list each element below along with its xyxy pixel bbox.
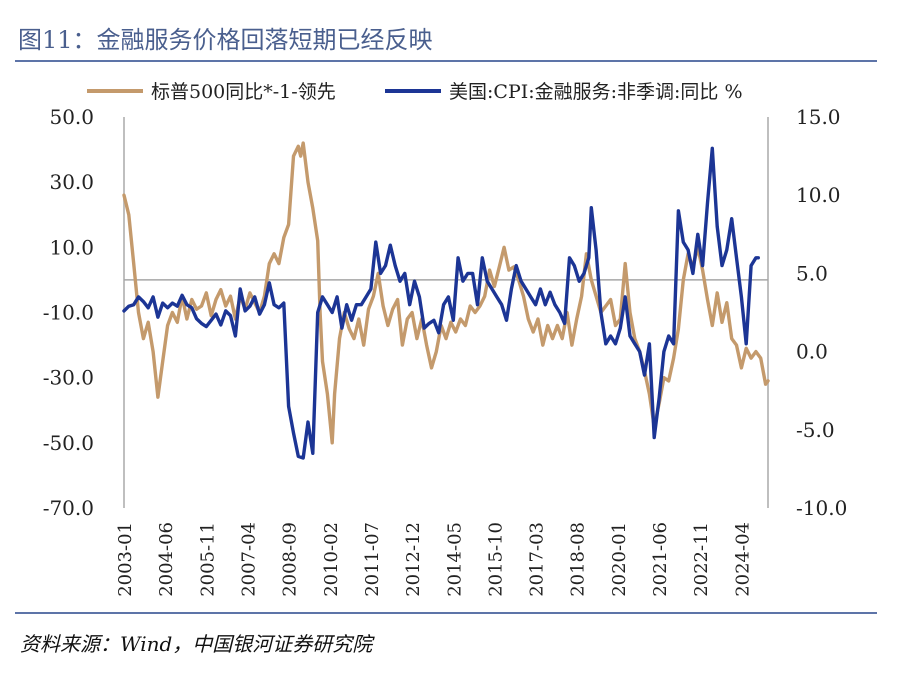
x-tick-label: 2004-06 bbox=[156, 522, 177, 597]
y-right-tick-label: -10.0 bbox=[796, 496, 847, 520]
x-tick-label: 2005-11 bbox=[197, 522, 218, 597]
y-left-tick-label: 10.0 bbox=[49, 235, 94, 259]
legend-label-cpi: 美国:CPI:金融服务:非季调:同比 % bbox=[449, 81, 743, 103]
line-chart: 标普500同比*-1-领先 美国:CPI:金融服务:非季调:同比 % 50.0 30… bbox=[43, 81, 848, 597]
footer-rule bbox=[15, 612, 877, 614]
y-left-tick-label: -30.0 bbox=[43, 366, 94, 390]
cpi-financial-services-series-line bbox=[122, 146, 760, 460]
y-right-tick-label: -5.0 bbox=[796, 418, 835, 442]
y-left-tick-label: -50.0 bbox=[43, 431, 94, 455]
x-tick-label: 2007-04 bbox=[238, 522, 259, 597]
y-left-tick-label: 50.0 bbox=[49, 105, 94, 129]
x-tick-label: 2010-02 bbox=[321, 522, 342, 597]
sp500-inverted-series-line bbox=[122, 141, 770, 445]
title-rule bbox=[15, 60, 877, 62]
x-tick-label: 2012-12 bbox=[403, 522, 424, 597]
x-tick-label: 2022-11 bbox=[691, 522, 712, 597]
chart-legend: 标普500同比*-1-领先 美国:CPI:金融服务:非季调:同比 % bbox=[87, 81, 743, 103]
y-left-tick-label: -10.0 bbox=[43, 301, 94, 325]
x-tick-label: 2021-06 bbox=[650, 522, 671, 597]
y-right-tick-label: 0.0 bbox=[796, 340, 828, 364]
plot-area bbox=[122, 141, 770, 460]
legend-label-sp500: 标普500同比*-1-领先 bbox=[151, 81, 336, 103]
y-right-tick-label: 15.0 bbox=[796, 105, 841, 129]
source-note: 资料来源：Wind，中国银河证券研究院 bbox=[20, 632, 373, 656]
y-left-tick-label: -70.0 bbox=[43, 496, 94, 520]
figure-title: 图11：金融服务价格回落短期已经反映 bbox=[18, 26, 433, 54]
y-left-tick-label: 30.0 bbox=[49, 170, 94, 194]
x-tick-label: 2003-01 bbox=[115, 522, 136, 597]
x-tick-label: 2011-07 bbox=[362, 522, 383, 597]
y-right-tick-label: 10.0 bbox=[796, 183, 841, 207]
chart-axes: 50.0 30.0 10.0 -10.0 -30.0 -50.0 -70.0 15.0 10.0… bbox=[43, 105, 848, 597]
x-tick-label: 2020-01 bbox=[609, 522, 630, 597]
x-tick-label: 2018-08 bbox=[568, 522, 589, 597]
x-tick-label: 2017-03 bbox=[527, 522, 548, 597]
x-tick-label: 2015-10 bbox=[485, 522, 506, 597]
x-tick-label: 2014-05 bbox=[444, 522, 465, 597]
x-tick-label: 2008-09 bbox=[280, 522, 301, 597]
x-tick-label: 2024-04 bbox=[732, 522, 753, 597]
y-right-tick-label: 5.0 bbox=[796, 261, 828, 285]
